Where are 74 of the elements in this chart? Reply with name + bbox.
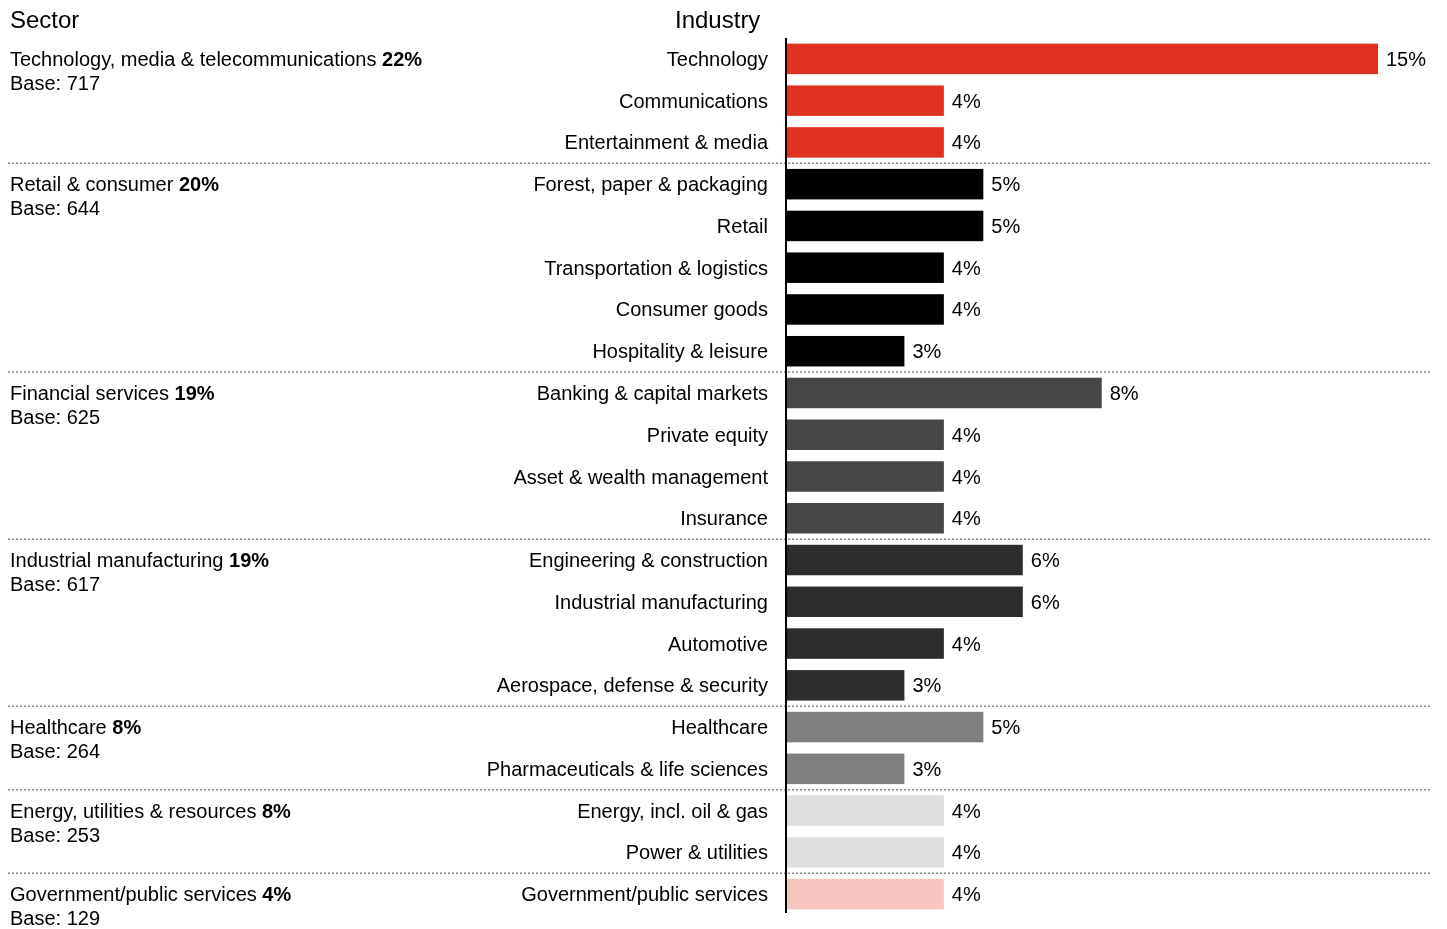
bar: [786, 586, 1023, 618]
y-tick-label: Asset & wealth management: [513, 465, 769, 488]
data-label: 15%: [1386, 47, 1427, 70]
text: Base: 617: [10, 573, 101, 596]
bar: [786, 628, 944, 659]
y-tick-label: Insurance: [680, 507, 768, 530]
bar: [786, 127, 944, 158]
text: Government/public services 4%: [10, 883, 292, 906]
data-label: 5%: [991, 173, 1021, 196]
data-label: 4%: [951, 841, 981, 864]
bar: [786, 419, 944, 450]
data-label: 4%: [951, 423, 981, 446]
y-tick-label: Energy, incl. oil & gas: [577, 799, 768, 822]
y-tick-label: Government/public services: [521, 883, 768, 906]
y-tick-label: Hospitality & leisure: [592, 340, 768, 363]
bar: [786, 711, 984, 743]
text: Base: 264: [10, 740, 101, 763]
y-tick-label: Communications: [619, 89, 768, 112]
data-label: 8%: [1109, 381, 1139, 404]
data-label: 4%: [951, 89, 981, 112]
data-label: 4%: [951, 883, 981, 906]
y-tick-label: Banking & capital markets: [536, 381, 768, 404]
text: Technology, media & telecommunications 22%: [10, 47, 423, 70]
y-tick-label: Forest, paper & packaging: [533, 173, 768, 196]
y-tick-label: Automotive: [667, 632, 768, 655]
y-tick-label: Aerospace, defense & security: [496, 674, 768, 697]
data-label: 4%: [951, 799, 981, 822]
bar: [786, 503, 944, 534]
data-label: 4%: [951, 298, 981, 321]
data-label: 4%: [951, 131, 981, 154]
bar: [786, 753, 905, 785]
data-label: 4%: [951, 256, 981, 279]
y-axis-title: Industry: [675, 6, 761, 33]
text: Base: 253: [10, 823, 101, 846]
bar: [786, 461, 944, 492]
bar: [786, 85, 944, 116]
data-label: 4%: [951, 632, 981, 655]
y-tick-label: Industrial manufacturing: [554, 590, 768, 613]
y-tick-label: Private equity: [646, 423, 768, 446]
y-tick-label: Transportation & logistics: [544, 256, 768, 279]
y-tick-label: Consumer goods: [615, 298, 768, 321]
bar: [786, 377, 1102, 409]
text: Industrial manufacturing 19%: [10, 549, 270, 572]
data-label: 5%: [991, 716, 1021, 739]
data-label: 3%: [912, 340, 942, 363]
y-tick-label: Power & utilities: [625, 841, 768, 864]
bar: [786, 837, 944, 868]
data-label: 3%: [912, 674, 942, 697]
text: Sector: [10, 6, 80, 33]
y-tick-label: Engineering & construction: [528, 549, 768, 572]
y-tick-label: Technology: [666, 47, 768, 70]
text: Healthcare 8%: [10, 716, 142, 739]
bar: [786, 670, 905, 701]
text: Base: 129: [10, 907, 101, 929]
y-tick-label: Healthcare: [671, 716, 768, 739]
y-tick-label: Retail: [716, 214, 768, 237]
data-label: 6%: [1030, 549, 1060, 572]
text: Energy, utilities & resources 8%: [10, 799, 292, 822]
y-tick-label: Pharmaceuticals & life sciences: [486, 757, 768, 780]
data-label: 4%: [951, 465, 981, 488]
bar: [786, 795, 944, 826]
text: Base: 717: [10, 71, 101, 94]
text: Financial services 19%: [10, 381, 215, 404]
data-label: 5%: [991, 214, 1021, 237]
text: Retail & consumer 20%: [10, 173, 220, 196]
bar: [786, 43, 1378, 75]
data-label: 3%: [912, 757, 942, 780]
bar: [786, 878, 944, 910]
y-tick-label: Entertainment & media: [564, 131, 769, 154]
text: Base: 644: [10, 197, 101, 220]
text: Base: 625: [10, 405, 101, 428]
data-label: 6%: [1030, 590, 1060, 613]
data-label: 4%: [951, 507, 981, 530]
bar: [786, 544, 1023, 576]
